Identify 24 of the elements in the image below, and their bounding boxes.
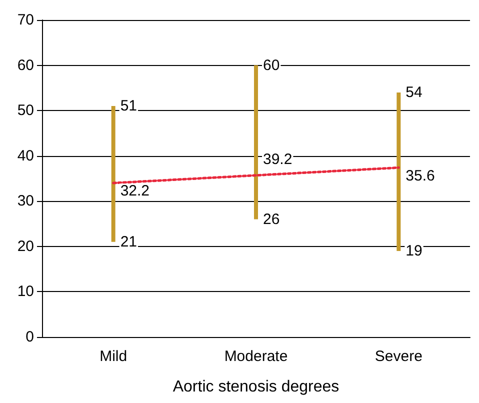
annotation: 60: [263, 56, 280, 74]
y-tick-label: 60: [17, 56, 34, 74]
x-tick-label: Mild: [100, 348, 128, 365]
y-tick-label: 10: [17, 283, 34, 300]
annotation: 26: [263, 210, 280, 228]
y-tick-label: 50: [17, 102, 34, 120]
y-tick-label: 0: [26, 328, 34, 346]
y-tick-label: 70: [17, 12, 34, 28]
y-tick-label: 40: [17, 147, 34, 164]
y-tick-label: 30: [17, 192, 34, 210]
bar: [396, 92, 401, 251]
bar: [111, 106, 116, 242]
annotation: 35.6: [406, 167, 435, 184]
annotation: 51: [120, 98, 138, 115]
y-tick-label: 20: [17, 238, 34, 255]
annotation: 19: [406, 242, 422, 260]
annotation: 32.2: [120, 182, 150, 200]
bar: [254, 65, 258, 220]
annotation: 21: [120, 233, 138, 250]
x-tick-label: Moderate: [224, 348, 288, 365]
x-axis-title: Aortic stenosis degrees: [172, 378, 340, 396]
annotation: 39.2: [263, 150, 292, 168]
annotation: 54: [406, 84, 422, 101]
x-tick-label: Severe: [374, 348, 422, 365]
